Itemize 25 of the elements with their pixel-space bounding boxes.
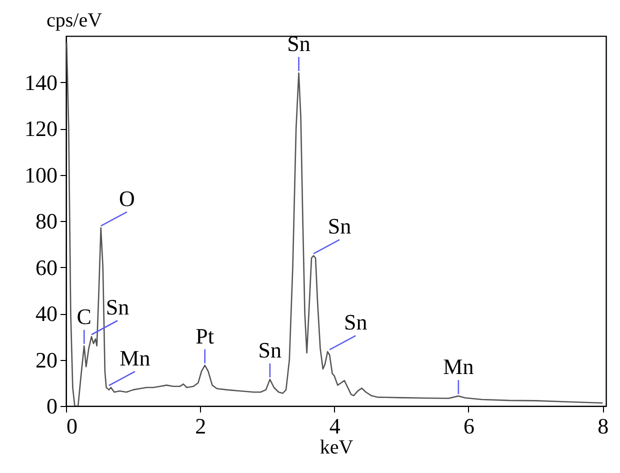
- annotation: Sn: [344, 310, 368, 335]
- annotation: Mn: [120, 346, 150, 370]
- y-tick-label: 40: [36, 301, 58, 326]
- y-tick-label: 60: [36, 254, 58, 280]
- annotation: Sn: [258, 337, 282, 362]
- annotation: C: [76, 304, 92, 329]
- x-tick-label: 8: [598, 414, 609, 438]
- annotation: O: [118, 186, 135, 211]
- y-tick-label: 140: [24, 70, 58, 95]
- x-tick-label: 4: [329, 414, 340, 438]
- y-tick-label: 0: [46, 394, 58, 418]
- x-tick-label: 6: [463, 414, 474, 438]
- x-axis-title: keV: [320, 436, 354, 458]
- y-tick-label: 100: [24, 162, 58, 188]
- y-axis-title: cps/eV: [46, 10, 103, 32]
- annotation: Pt: [196, 323, 214, 348]
- annotation: Mn: [443, 354, 474, 380]
- y-tick-label: 20: [36, 347, 58, 372]
- annotation: Sn: [287, 31, 310, 56]
- annotation: Sn: [106, 294, 130, 320]
- y-tick-label: 80: [36, 208, 58, 234]
- x-tick-label: 2: [195, 414, 206, 438]
- y-tick-label: 120: [24, 116, 58, 141]
- x-tick-label: 0: [66, 414, 78, 438]
- annotation: Sn: [328, 214, 352, 239]
